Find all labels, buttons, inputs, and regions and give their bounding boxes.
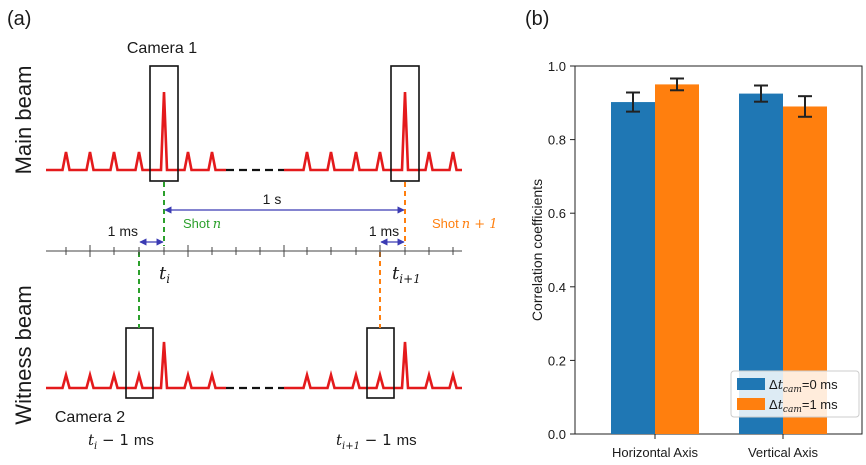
- panel-b-label: (b): [525, 8, 549, 30]
- witness-beam-pulses-left: [46, 341, 226, 390]
- y-axis-label: Correlation coefficients: [529, 179, 545, 321]
- one-second-label: 1 s: [263, 191, 282, 207]
- main-beam-pulses-right: [284, 91, 462, 172]
- shot-n-label: Shot n: [183, 216, 221, 232]
- camera1-box-shot-n1: [390, 65, 420, 182]
- legend-label: Δtcam=1 ms: [769, 397, 838, 415]
- t-i1-minus-1-label: ti+1 − 1 ms: [336, 431, 417, 452]
- correlation-bar-chart: 0.0 0.2 0.4 0.6 0.8 1.0 Correlation coefficien…: [529, 59, 863, 460]
- t-i-minus-1-label: ti − 1 ms: [88, 431, 154, 452]
- y-tick-label: 0.6: [548, 206, 566, 221]
- x-tick-label: Vertical Axis: [748, 445, 819, 460]
- legend-swatch: [737, 398, 765, 410]
- time-axis: [46, 245, 462, 257]
- y-tick-label: 0.4: [548, 280, 566, 295]
- witness-beam-waveform: [46, 341, 462, 390]
- legend-label: Δtcam=0 ms: [769, 377, 838, 395]
- bar-dt1-horizontal: [655, 84, 699, 435]
- witness-beam-pulses-right: [284, 341, 462, 390]
- one-ms-label-left: 1 ms: [108, 223, 138, 239]
- main-beam-pulses-left: [46, 91, 226, 172]
- witness-beam-label: Witness beam: [11, 285, 36, 424]
- y-tick-label: 0.2: [548, 353, 566, 368]
- x-tick-label: Horizontal Axis: [612, 445, 698, 460]
- bar-dt0-horizontal: [611, 102, 655, 435]
- one-ms-label-right: 1 ms: [369, 223, 399, 239]
- legend-swatch: [737, 378, 765, 390]
- main-beam-label: Main beam: [11, 66, 36, 175]
- camera1-box-shot-n: [149, 65, 179, 182]
- legend: Δtcam=0 ms Δtcam=1 ms: [730, 370, 860, 418]
- panel-a-label: (a): [7, 8, 31, 30]
- camera2-label: Camera 2: [55, 409, 125, 426]
- plot-frame: [574, 65, 863, 435]
- y-tick-label: 1.0: [548, 59, 566, 74]
- t-i-label: ti: [159, 263, 170, 286]
- y-tick-label: 0.0: [548, 427, 566, 442]
- shot-n1-label: Shot n + 1: [432, 216, 498, 232]
- y-tick-label: 0.8: [548, 133, 566, 148]
- camera1-label: Camera 1: [127, 40, 197, 57]
- t-i1-label: ti+1: [392, 263, 421, 286]
- main-beam-waveform: [46, 91, 462, 172]
